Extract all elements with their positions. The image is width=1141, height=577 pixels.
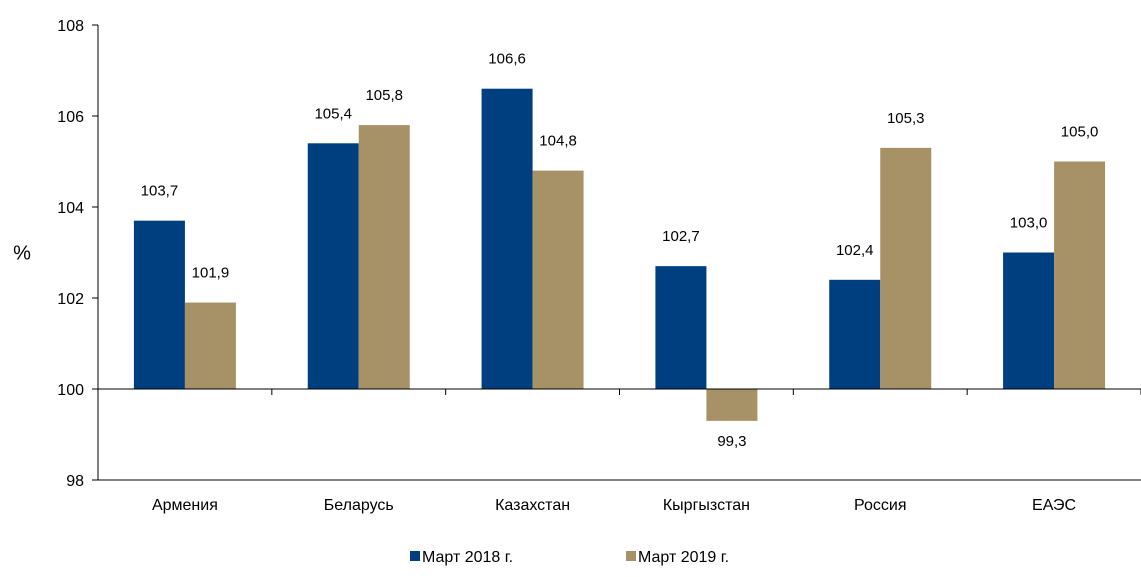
y-tick-label: 100 — [57, 382, 84, 399]
legend-swatch-2018 — [410, 551, 420, 561]
bar-2019 — [358, 125, 410, 389]
data-label: 105,8 — [365, 87, 403, 104]
bar-2018 — [1003, 252, 1055, 389]
y-tick-label: 104 — [57, 200, 84, 217]
category-label: Армения — [152, 497, 218, 514]
data-label: 99,3 — [717, 433, 746, 450]
data-label: 102,4 — [836, 242, 874, 259]
y-tick-label: 108 — [57, 18, 84, 35]
y-axis-label: % — [13, 243, 31, 265]
category-label: ЕАЭС — [1032, 497, 1076, 514]
data-label: 101,9 — [192, 265, 230, 282]
bar-2018 — [655, 266, 707, 389]
data-label: 105,3 — [887, 110, 925, 127]
category-label: Казахстан — [495, 497, 570, 514]
legend-label: Март 2019 г. — [638, 549, 729, 566]
legend-label: Март 2018 г. — [422, 549, 513, 566]
bar-2019 — [184, 302, 236, 389]
data-label: 103,7 — [141, 183, 179, 200]
data-label: 105,4 — [314, 105, 352, 122]
data-label: 104,8 — [539, 133, 577, 150]
bar-2019 — [880, 147, 932, 389]
bar-2018 — [481, 88, 533, 389]
y-tick-label: 98 — [66, 473, 84, 490]
bar-2019 — [532, 170, 584, 389]
y-tick-label: 106 — [57, 109, 84, 126]
category-label: Россия — [854, 497, 906, 514]
y-tick-label: 102 — [57, 291, 84, 308]
data-label: 106,6 — [488, 51, 526, 68]
category-label: Беларусь — [324, 497, 394, 514]
bar-2018 — [133, 220, 185, 389]
data-label: 102,7 — [662, 228, 700, 245]
bar-2019 — [1054, 161, 1106, 389]
data-label: 105,0 — [1061, 124, 1099, 141]
legend-swatch-2019 — [626, 551, 636, 561]
category-label: Кыргызстан — [663, 497, 750, 514]
bar-2018 — [829, 279, 881, 389]
bar-2018 — [307, 143, 359, 389]
bar-2019 — [706, 389, 758, 421]
data-label: 103,0 — [1010, 215, 1048, 232]
